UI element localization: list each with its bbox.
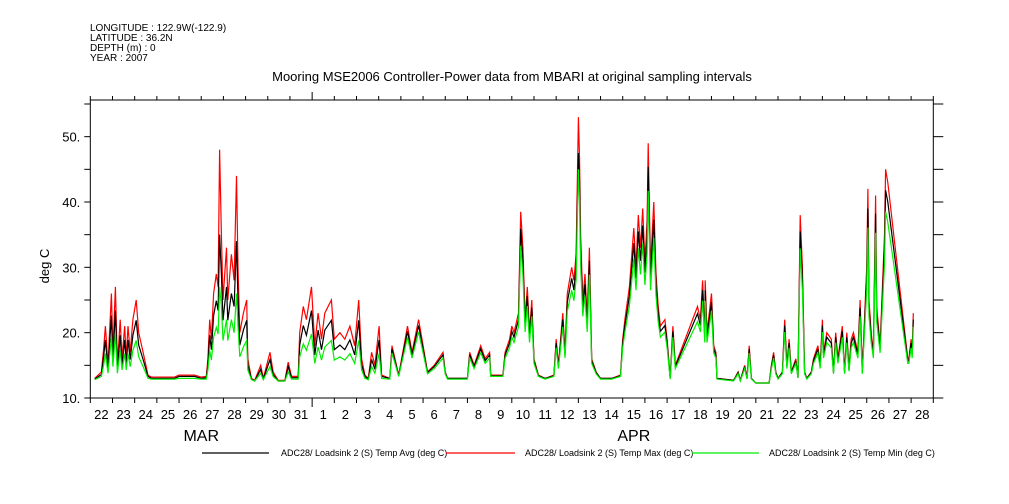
x-tick-label: 29 — [249, 407, 263, 422]
x-tick-label: 6 — [431, 407, 438, 422]
x-tick-label: 23 — [804, 407, 818, 422]
latitude-label: LATITUDE : 36.2N — [90, 33, 173, 44]
legend-label-max: ADC28/ Loadsink 2 (S) Temp Max (deg C) — [525, 448, 693, 458]
x-tick-label: 28 — [227, 407, 241, 422]
x-tick-label: 1 — [320, 407, 327, 422]
x-tick-label: 26 — [871, 407, 885, 422]
y-tick-label: 10. — [62, 391, 80, 406]
x-tick-label: 15 — [627, 407, 641, 422]
y-tick-label: 40. — [62, 195, 80, 210]
x-tick-label: 24 — [139, 407, 153, 422]
legend: ADC28/ Loadsink 2 (S) Temp Avg (deg C) A… — [202, 448, 935, 458]
month-label: APR — [617, 428, 650, 445]
y-tick-label: 30. — [62, 260, 80, 275]
x-tick-label: 25 — [161, 407, 175, 422]
x-tick-label: 2 — [342, 407, 349, 422]
x-tick-label: 9 — [497, 407, 504, 422]
x-tick-label: 3 — [364, 407, 371, 422]
x-tick-label: 5 — [408, 407, 415, 422]
plot-frame — [89, 99, 934, 399]
x-tick-label: 12 — [560, 407, 574, 422]
y-tick-label: 50. — [62, 130, 80, 145]
x-tick-label: 22 — [94, 407, 108, 422]
min-series-line — [94, 169, 914, 384]
x-tick-label: 8 — [475, 407, 482, 422]
x-tick-label: 21 — [760, 407, 774, 422]
max-series-line — [94, 117, 914, 384]
x-tick-label: 27 — [893, 407, 907, 422]
legend-label-avg: ADC28/ Loadsink 2 (S) Temp Avg (deg C) — [281, 448, 447, 458]
x-tick-label: 31 — [294, 407, 308, 422]
x-tick-label: 17 — [671, 407, 685, 422]
x-tick-label: 13 — [582, 407, 596, 422]
depth-label: DEPTH (m) : 0 — [90, 43, 156, 54]
x-tick-label: 30 — [272, 407, 286, 422]
avg-series-line — [94, 152, 914, 384]
x-tick-label: 20 — [737, 407, 751, 422]
x-tick-label: 19 — [715, 407, 729, 422]
x-tick-label: 11 — [538, 407, 552, 422]
x-tick-label: 16 — [649, 407, 663, 422]
longitude-label: LONGITUDE : 122.9W(-122.9) — [90, 23, 226, 34]
chart-title: Mooring MSE2006 Controller-Power data fr… — [272, 69, 752, 84]
x-tick-label: 4 — [386, 407, 393, 422]
x-tick-label: 23 — [116, 407, 130, 422]
x-tick-label: 27 — [205, 407, 219, 422]
x-tick-label: 14 — [604, 407, 618, 422]
axes: 10.20.30.40.50.22 23 24 25 26 27 28 29 30 31 1 2 3 4 5… — [62, 92, 944, 445]
x-tick-label: 25 — [848, 407, 862, 422]
x-tick-label: 18 — [693, 407, 707, 422]
x-tick-label: 28 — [915, 407, 929, 422]
x-tick-label: 10 — [516, 407, 530, 422]
x-tick-label: 24 — [826, 407, 840, 422]
series-lines — [94, 117, 914, 384]
month-label: MAR — [183, 428, 219, 445]
x-tick-label: 22 — [782, 407, 796, 422]
y-axis-label: deg C — [37, 249, 52, 284]
legend-label-min: ADC28/ Loadsink 2 (S) Temp Min (deg C) — [769, 448, 935, 458]
x-tick-label: 26 — [183, 407, 197, 422]
x-tick-label: 7 — [453, 407, 460, 422]
year-label: YEAR : 2007 — [90, 53, 148, 64]
y-tick-label: 20. — [62, 326, 80, 341]
